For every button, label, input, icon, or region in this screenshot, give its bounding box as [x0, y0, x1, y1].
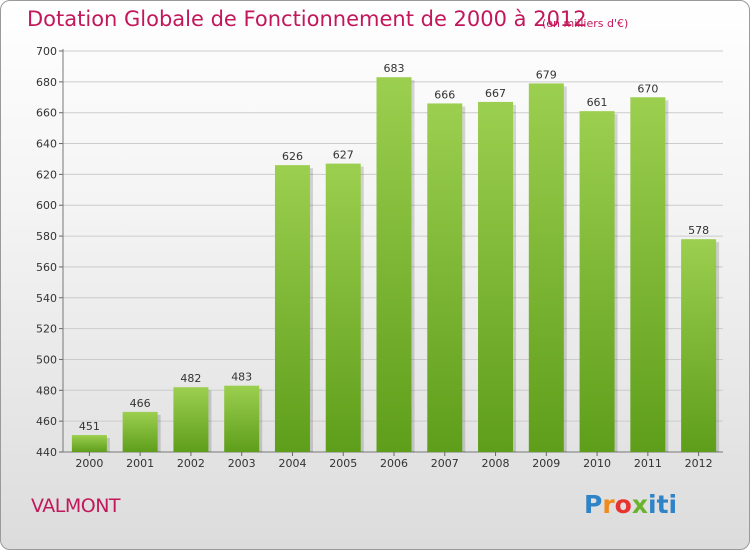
data-label: 451 — [79, 420, 100, 433]
bar — [173, 387, 209, 452]
x-tick-label: 2003 — [228, 457, 256, 470]
y-tick-label: 500 — [36, 353, 57, 366]
bar — [224, 385, 260, 452]
logo-letter: iti — [648, 490, 678, 519]
x-tick-label: 2012 — [685, 457, 713, 470]
x-tick-label: 2006 — [380, 457, 408, 470]
data-label: 627 — [333, 149, 354, 162]
data-label: 626 — [282, 150, 303, 163]
x-tick-label: 2001 — [126, 457, 154, 470]
x-tick-label: 2011 — [634, 457, 662, 470]
data-label: 578 — [688, 224, 709, 237]
data-label: 661 — [587, 96, 608, 109]
data-label: 683 — [384, 62, 405, 75]
x-tick-label: 2009 — [532, 457, 560, 470]
logo-letter: x — [631, 490, 648, 519]
bar — [325, 163, 361, 453]
bar — [122, 411, 158, 452]
bar — [579, 111, 615, 453]
bar — [274, 165, 310, 452]
y-tick-label: 440 — [36, 446, 57, 459]
proxiti-logo: Proxiti — [584, 490, 677, 519]
data-label: 666 — [434, 88, 455, 101]
bar — [71, 435, 107, 452]
bar — [630, 97, 666, 453]
y-tick-label: 680 — [36, 76, 57, 89]
logo-letter: r — [602, 490, 615, 519]
y-tick-label: 540 — [36, 292, 57, 305]
x-tick-label: 2007 — [431, 457, 459, 470]
bar — [427, 103, 463, 452]
bar — [376, 77, 412, 452]
data-label: 679 — [536, 68, 557, 81]
y-tick-label: 520 — [36, 323, 57, 336]
y-tick-label: 700 — [36, 45, 57, 58]
x-tick-label: 2000 — [75, 457, 103, 470]
y-tick-label: 460 — [36, 415, 57, 428]
chart-title: Dotation Globale de Fonctionnement de 20… — [27, 7, 587, 31]
x-tick-label: 2002 — [177, 457, 205, 470]
data-label: 667 — [485, 87, 506, 100]
data-label: 482 — [180, 372, 201, 385]
y-tick-label: 580 — [36, 230, 57, 243]
x-tick-label: 2008 — [482, 457, 510, 470]
y-tick-label: 480 — [36, 384, 57, 397]
bar — [478, 101, 514, 453]
y-tick-label: 660 — [36, 107, 57, 120]
logo-letter: o — [614, 490, 632, 519]
y-tick-label: 640 — [36, 138, 57, 151]
x-tick-label: 2005 — [329, 457, 357, 470]
y-tick-label: 600 — [36, 199, 57, 212]
bar — [528, 83, 564, 452]
commune-name: VALMONT — [31, 495, 121, 517]
bar — [681, 239, 717, 452]
y-tick-label: 620 — [36, 168, 57, 181]
data-label: 483 — [231, 371, 252, 384]
logo-letter: P — [584, 490, 603, 519]
data-label: 670 — [637, 82, 658, 95]
x-tick-label: 2010 — [583, 457, 611, 470]
x-tick-label: 2004 — [278, 457, 306, 470]
y-tick-label: 560 — [36, 261, 57, 274]
data-label: 466 — [130, 397, 151, 410]
unit-note: (en milliers d'€) — [542, 17, 629, 30]
